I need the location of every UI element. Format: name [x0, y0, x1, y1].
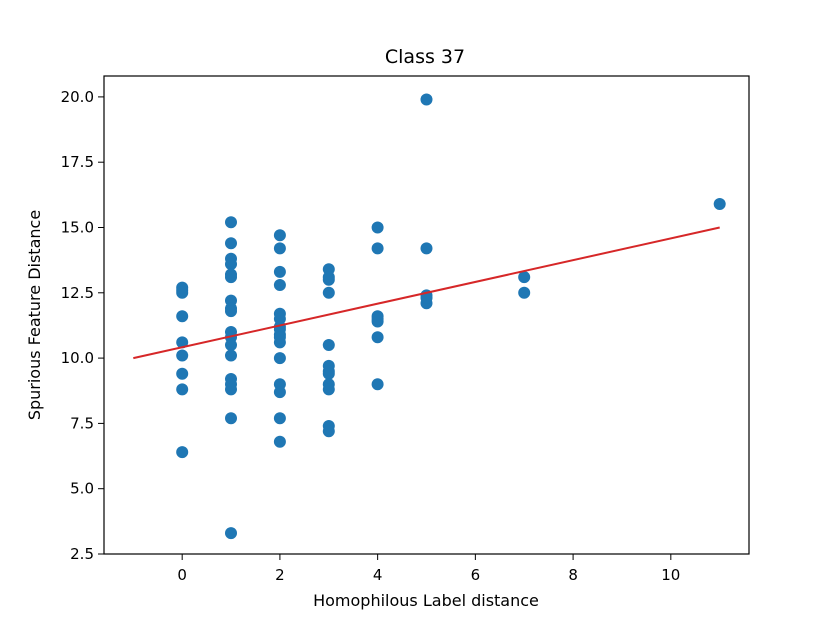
x-tick-label: 8	[568, 566, 578, 584]
y-tick-label: 17.5	[61, 153, 94, 171]
x-tick-label: 4	[373, 566, 383, 584]
data-point	[518, 286, 531, 299]
data-point	[518, 271, 531, 284]
regression-line	[133, 226, 720, 360]
y-tick-label: 15.0	[61, 218, 94, 236]
data-point	[225, 412, 237, 425]
y-axis-label: Spurious Feature Distance	[25, 210, 44, 420]
data-point	[225, 349, 237, 362]
data-point	[273, 242, 286, 255]
data-point	[273, 265, 286, 278]
data-point	[322, 339, 335, 351]
data-point	[273, 279, 286, 291]
data-point	[225, 305, 237, 318]
data-point	[322, 273, 335, 286]
x-axis-label: Homophilous Label distance	[313, 591, 539, 610]
data-point	[322, 425, 335, 438]
data-point	[176, 281, 189, 294]
data-point	[176, 349, 189, 362]
data-point	[273, 412, 286, 425]
data-point	[371, 331, 384, 344]
y-tick-label: 10.0	[61, 349, 94, 367]
axes-frame	[103, 75, 750, 555]
data-point	[176, 310, 189, 323]
x-axis-ticks: 0 2 4 6 8 10	[177, 554, 680, 584]
x-tick-label: 0	[177, 566, 187, 584]
data-point	[713, 198, 726, 210]
data-point	[420, 93, 433, 106]
data-point	[371, 312, 384, 325]
plot-area	[133, 93, 726, 540]
data-point	[225, 271, 237, 284]
data-point	[322, 367, 335, 380]
data-point	[176, 383, 189, 396]
data-point	[371, 378, 384, 391]
y-tick-label: 12.5	[61, 284, 94, 302]
y-tick-label: 2.5	[70, 545, 94, 563]
data-point	[225, 527, 237, 540]
y-tick-label: 7.5	[70, 414, 94, 432]
data-point	[322, 383, 335, 396]
x-tick-label: 10	[661, 566, 680, 584]
y-tick-label: 20.0	[61, 88, 94, 106]
data-point	[225, 258, 237, 271]
data-point	[273, 229, 286, 242]
chart-title: Class 37	[385, 46, 465, 68]
y-axis-ticks: 2.5 5.0 7.5 10.0 12.5 15.0 17.5 20.0	[61, 88, 104, 563]
data-point	[225, 383, 237, 396]
data-point	[371, 221, 384, 234]
data-point	[225, 339, 237, 351]
data-point	[225, 216, 237, 229]
data-point	[273, 331, 286, 344]
y-tick-label: 5.0	[70, 480, 94, 498]
data-point	[420, 292, 433, 304]
data-point	[176, 367, 189, 380]
data-point	[420, 242, 433, 255]
data-point	[273, 352, 286, 365]
x-tick-label: 2	[275, 566, 285, 584]
data-point	[371, 242, 384, 255]
data-point	[273, 386, 286, 399]
data-point	[322, 286, 335, 299]
data-point	[225, 237, 237, 250]
x-tick-label: 6	[471, 566, 481, 584]
data-point	[176, 336, 189, 349]
data-point	[176, 446, 189, 459]
data-point	[273, 435, 286, 448]
